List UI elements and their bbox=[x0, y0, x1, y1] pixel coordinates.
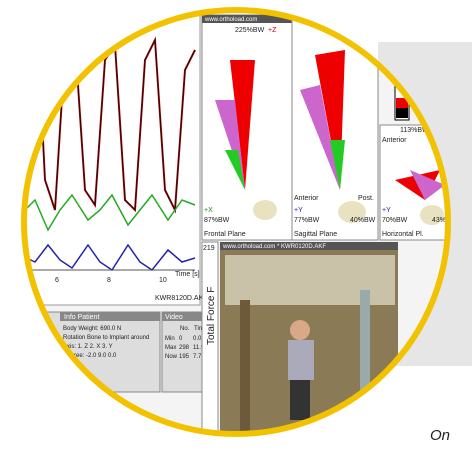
plane-label: Sagittal Plane bbox=[294, 231, 337, 238]
table-cell: Min bbox=[165, 336, 175, 342]
table-cell: 195 bbox=[179, 354, 190, 360]
force-value: 225%BW bbox=[235, 27, 265, 34]
force-label: Total Force F bbox=[206, 287, 217, 345]
value: 87%BW bbox=[204, 217, 230, 224]
value: 40%BW bbox=[350, 217, 376, 224]
direction: Post. bbox=[358, 195, 374, 202]
value: 70%BW bbox=[382, 217, 408, 224]
caption: On bbox=[430, 427, 450, 444]
panel-title: Info Patient bbox=[64, 314, 99, 321]
plane-label: Horizontal Pl. bbox=[382, 231, 424, 238]
x-tick-label: 10 bbox=[159, 277, 167, 284]
x-axis-label: Time [s] bbox=[175, 271, 200, 278]
table-cell: Max bbox=[165, 345, 176, 351]
info-row: Axis: 1. Z 2. X 3. Y bbox=[63, 344, 113, 350]
value: 43% bbox=[432, 217, 446, 224]
table-header: No. bbox=[180, 326, 190, 332]
video-title: www.orthoload.com * KWR0120D.AKF bbox=[222, 244, 326, 250]
direction: Anterior bbox=[382, 137, 407, 144]
table-cell: 298 bbox=[179, 345, 190, 351]
x-tick-label: 8 bbox=[107, 277, 111, 284]
x-tick-label: 6 bbox=[55, 277, 59, 284]
panel-title: Video bbox=[165, 314, 183, 321]
direction: Anterior bbox=[294, 195, 319, 202]
plane-label: Frontal Plane bbox=[204, 231, 246, 238]
site: www.orthoload.com bbox=[204, 17, 257, 23]
collage: On 6 8 10 Time [s] KWR8120D.AKF www.orthol… bbox=[0, 0, 472, 448]
axis: +Z bbox=[268, 27, 277, 34]
value: 77%BW bbox=[294, 217, 320, 224]
info-row: Body Weight: 690.0 N bbox=[63, 326, 121, 332]
axis: +Y bbox=[294, 207, 303, 214]
info-row: Rotation Bone to Implant around bbox=[63, 335, 149, 341]
axis: +X bbox=[204, 207, 213, 214]
file-name: KWR8120D.AKF bbox=[155, 295, 208, 302]
axis: +Y bbox=[382, 207, 391, 214]
frame: 219 bbox=[203, 245, 215, 252]
table-cell: Now bbox=[165, 354, 178, 360]
